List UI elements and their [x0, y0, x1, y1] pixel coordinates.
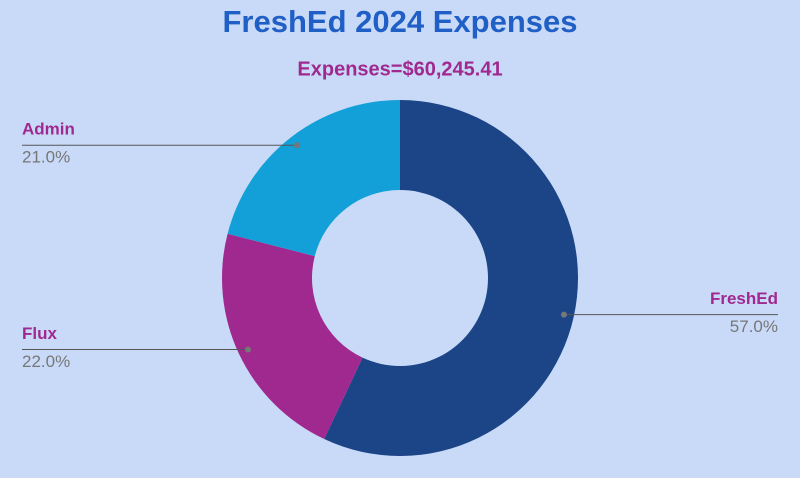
- leader-dot: [244, 346, 251, 353]
- slice-label: Admin: [22, 120, 75, 139]
- leader-dot: [560, 311, 567, 318]
- slice: [324, 100, 578, 456]
- chart-title: FreshEd 2024 Expenses: [223, 4, 578, 39]
- slice-value-label: 57.0%: [730, 317, 778, 336]
- leader-dot: [294, 142, 301, 149]
- slice: [222, 233, 363, 440]
- slice-value-label: 21.0%: [22, 148, 70, 167]
- chart-subtitle: Expenses=$60,245.41: [297, 58, 502, 80]
- slice-value-label: 22.0%: [22, 352, 70, 371]
- slice-label: FreshEd: [710, 289, 778, 308]
- slice: [227, 100, 400, 257]
- slice-label: Flux: [22, 324, 57, 343]
